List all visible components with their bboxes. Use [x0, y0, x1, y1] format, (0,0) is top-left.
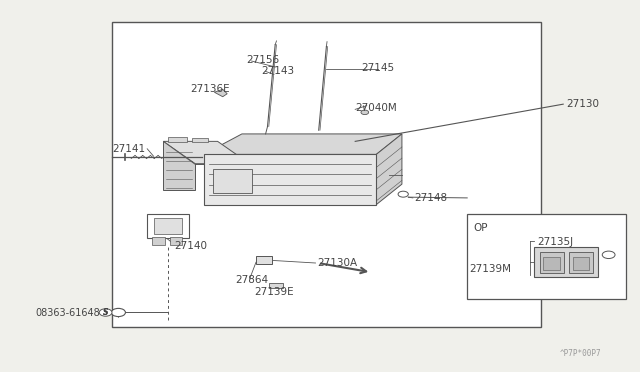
Text: 08363-61648: 08363-61648	[35, 308, 100, 318]
Text: OP: OP	[474, 223, 488, 232]
Bar	[540, 252, 564, 273]
Text: S: S	[103, 308, 108, 317]
Bar	[256, 256, 272, 264]
Bar	[467, 214, 626, 299]
Bar	[168, 137, 187, 142]
Circle shape	[111, 308, 125, 317]
Text: 27143: 27143	[261, 66, 294, 76]
Bar	[204, 154, 376, 205]
Text: 27156: 27156	[246, 55, 280, 64]
Bar	[534, 247, 598, 277]
Text: 27139M: 27139M	[469, 264, 511, 273]
Polygon shape	[163, 141, 195, 190]
Text: 27130: 27130	[566, 99, 600, 109]
Text: 27130A: 27130A	[317, 258, 357, 268]
Polygon shape	[376, 134, 402, 205]
Bar	[147, 214, 189, 238]
Text: 27140: 27140	[175, 241, 208, 251]
Text: 27136E: 27136E	[191, 84, 230, 93]
Text: 27139E: 27139E	[255, 287, 294, 297]
Bar	[170, 237, 182, 245]
Text: 27145: 27145	[362, 63, 395, 73]
Polygon shape	[214, 89, 227, 97]
Bar	[152, 237, 165, 245]
Polygon shape	[163, 141, 250, 164]
Bar	[573, 257, 589, 270]
Circle shape	[398, 191, 408, 197]
Text: S: S	[103, 308, 108, 317]
Text: 27040M: 27040M	[355, 103, 397, 113]
Text: 27135J: 27135J	[538, 237, 573, 247]
Polygon shape	[204, 134, 402, 154]
Bar	[569, 252, 593, 273]
Circle shape	[361, 110, 369, 115]
Bar	[154, 218, 182, 234]
Text: ^P7P*00P7: ^P7P*00P7	[560, 349, 602, 358]
Bar	[213, 169, 252, 193]
Text: 27141: 27141	[112, 144, 145, 154]
Bar	[192, 138, 208, 142]
Circle shape	[99, 309, 112, 316]
Text: 27148: 27148	[415, 193, 448, 203]
Circle shape	[602, 251, 615, 259]
Bar	[543, 257, 560, 270]
Text: 27864: 27864	[236, 275, 269, 285]
Bar	[269, 283, 283, 288]
Bar	[112, 22, 541, 327]
